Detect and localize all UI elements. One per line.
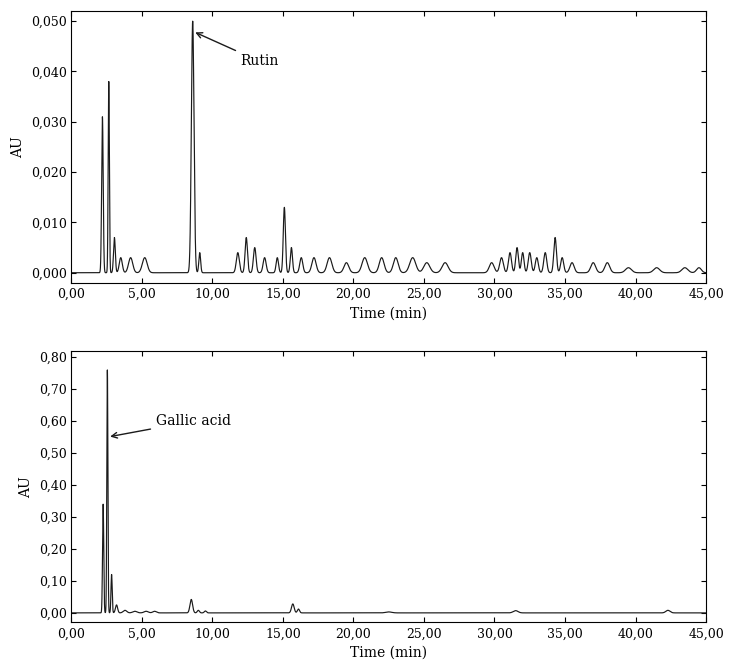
Y-axis label: AU: AU (11, 136, 25, 158)
X-axis label: Time (min): Time (min) (350, 306, 427, 320)
Text: Rutin: Rutin (197, 33, 279, 68)
Y-axis label: AU: AU (19, 476, 33, 497)
Text: Gallic acid: Gallic acid (112, 414, 231, 438)
X-axis label: Time (min): Time (min) (350, 646, 427, 660)
